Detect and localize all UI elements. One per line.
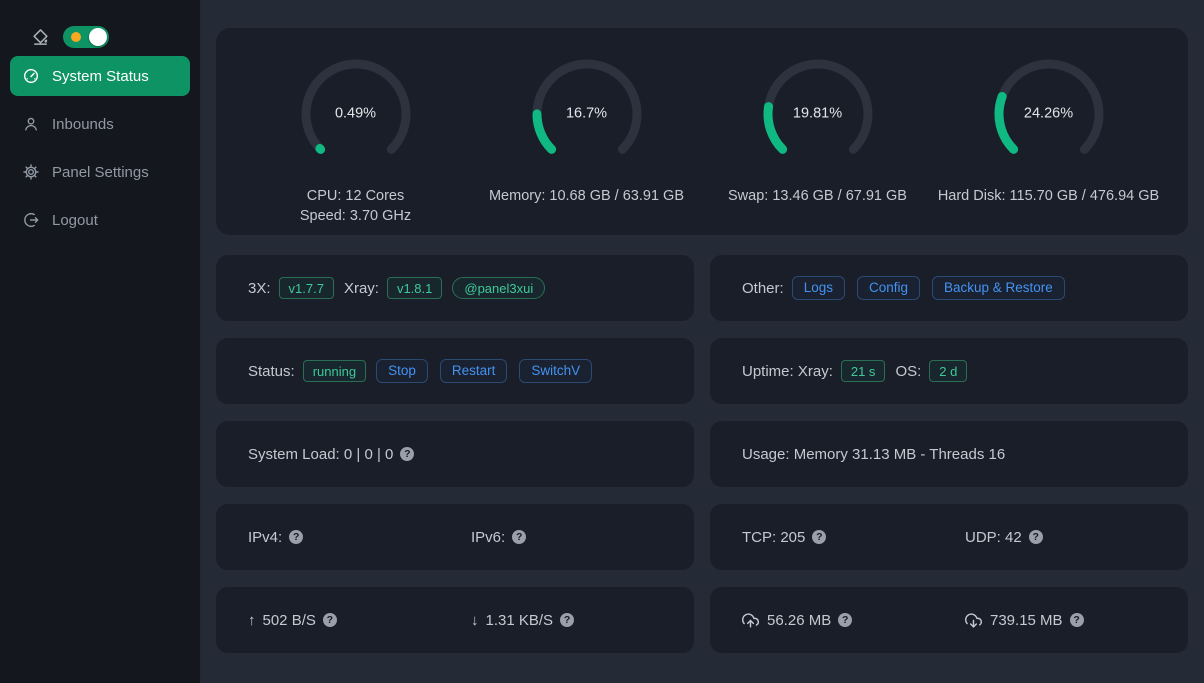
udp-block: UDP: 42 ? — [965, 529, 1188, 546]
theme-icon — [32, 28, 49, 45]
gear-icon — [23, 164, 39, 180]
disk-percent: 24.26% — [1023, 105, 1074, 122]
help-icon[interactable]: ? — [838, 613, 853, 627]
uptime-card: Uptime: Xray: 21 s OS: 2 d — [710, 338, 1188, 404]
upload-speed-block: ↑ 502 B/S ? — [248, 612, 471, 629]
received-traffic-block: 739.15 MB ? — [965, 612, 1188, 629]
sent-traffic: 56.26 MB — [767, 611, 832, 629]
main-content: 0.49% CPU: 12 Cores Speed: 3.70 GHz 16.7%… — [201, 0, 1204, 683]
xray-label: Xray: — [343, 279, 379, 297]
memory-gauge: 16.7% Memory: 10.68 GB / 63.91 GB — [471, 54, 702, 235]
status-label: Status: — [248, 362, 295, 380]
ip-card: IPv4: ? IPv6: ? — [216, 504, 694, 570]
resource-gauges-card: 0.49% CPU: 12 Cores Speed: 3.70 GHz 16.7%… — [216, 28, 1188, 235]
sidebar-item-logout[interactable]: Logout — [10, 200, 190, 240]
system-load-card: System Load: 0 | 0 | 0 ? — [216, 421, 694, 487]
sidebar-item-label: Logout — [52, 211, 98, 229]
logout-icon — [23, 212, 39, 228]
sidebar-item-label: Inbounds — [52, 115, 114, 133]
sidebar: System Status Inbounds — [0, 0, 201, 683]
memory-label: Memory: 10.68 GB / 63.91 GB — [488, 188, 685, 204]
os-uptime-tag: 2 d — [929, 360, 968, 382]
udp-count: UDP: 42 — [965, 528, 1022, 546]
cpu-gauge: 0.49% CPU: 12 Cores Speed: 3.70 GHz — [240, 54, 471, 235]
cloud-download-icon — [965, 612, 982, 629]
help-icon[interactable]: ? — [289, 530, 304, 544]
disk-label: Hard Disk: 115.70 GB / 476.94 GB — [937, 188, 1160, 204]
traffic-card: 56.26 MB ? 739.15 MB ? — [710, 587, 1188, 653]
sidebar-item-label: Panel Settings — [52, 163, 149, 181]
status-card: Status: running Stop Restart SwitchV — [216, 338, 694, 404]
swap-percent: 19.81% — [792, 105, 843, 122]
tcp-block: TCP: 205 ? — [742, 529, 965, 546]
download-speed: 1.31 KB/S — [485, 611, 554, 629]
uptime-xray-label: Uptime: Xray: — [742, 362, 833, 380]
logs-button[interactable]: Logs — [791, 276, 845, 300]
help-icon[interactable]: ? — [400, 447, 415, 461]
help-icon[interactable]: ? — [322, 613, 337, 627]
info-grid: 3X: v1.7.7 Xray: v1.8.1 @panel3xui Other… — [216, 255, 1188, 653]
xray-version-tag: v1.8.1 — [386, 277, 443, 299]
theme-row — [0, 0, 200, 56]
os-label: OS: — [895, 362, 922, 380]
usage-text: Usage: Memory 31.13 MB - Threads 16 — [742, 445, 1006, 463]
sent-traffic-block: 56.26 MB ? — [742, 612, 965, 629]
help-icon[interactable]: ? — [560, 613, 575, 627]
connections-card: TCP: 205 ? UDP: 42 ? — [710, 504, 1188, 570]
cpu-label: CPU: 12 Cores Speed: 3.70 GHz — [299, 188, 412, 224]
toggle-knob — [89, 27, 107, 46]
dashboard-icon — [23, 68, 39, 84]
upload-speed: 502 B/S — [262, 611, 316, 629]
memory-percent: 16.7% — [565, 105, 608, 122]
system-load-text: System Load: 0 | 0 | 0 — [248, 445, 394, 463]
ipv6-label: IPv6: — [471, 528, 506, 546]
version-card: 3X: v1.7.7 Xray: v1.8.1 @panel3xui — [216, 255, 694, 321]
tcp-count: TCP: 205 — [742, 528, 806, 546]
dark-mode-toggle[interactable] — [63, 25, 109, 48]
download-speed-block: ↓ 1.31 KB/S ? — [471, 612, 694, 629]
sidebar-item-inbounds[interactable]: Inbounds — [10, 104, 190, 144]
sidebar-item-label: System Status — [52, 67, 149, 85]
sidebar-item-panel-settings[interactable]: Panel Settings — [10, 152, 190, 192]
backup-restore-button[interactable]: Backup & Restore — [932, 276, 1065, 300]
cpu-percent: 0.49% — [334, 105, 377, 122]
3x-version-tag: v1.7.7 — [278, 277, 334, 299]
3x-label: 3X: — [248, 279, 271, 297]
ipv4-label: IPv4: — [248, 528, 283, 546]
sidebar-nav: System Status Inbounds — [0, 56, 200, 240]
help-icon[interactable]: ? — [812, 530, 827, 544]
help-icon[interactable]: ? — [512, 530, 527, 544]
arrow-down-icon: ↓ — [471, 611, 479, 629]
ipv6-block: IPv6: ? — [471, 529, 694, 546]
sidebar-item-system-status[interactable]: System Status — [10, 56, 190, 96]
running-status-tag: running — [302, 360, 367, 382]
speed-card: ↑ 502 B/S ? ↓ 1.31 KB/S ? — [216, 587, 694, 653]
help-icon[interactable]: ? — [1069, 613, 1084, 627]
user-icon — [23, 116, 39, 132]
other-card: Other: Logs Config Backup & Restore — [710, 255, 1188, 321]
restart-button[interactable]: Restart — [439, 359, 508, 383]
other-label: Other: — [742, 279, 784, 297]
stop-button[interactable]: Stop — [376, 359, 428, 383]
help-icon[interactable]: ? — [1028, 530, 1043, 544]
arrow-up-icon: ↑ — [248, 611, 256, 629]
telegram-tag[interactable]: @panel3xui — [452, 277, 546, 299]
ipv4-block: IPv4: ? — [248, 529, 471, 546]
xray-uptime-tag: 21 s — [840, 360, 886, 382]
usage-card: Usage: Memory 31.13 MB - Threads 16 — [710, 421, 1188, 487]
sun-icon — [71, 31, 81, 42]
swap-gauge: 19.81% Swap: 13.46 GB / 67.91 GB — [702, 54, 933, 235]
config-button[interactable]: Config — [856, 276, 920, 300]
received-traffic: 739.15 MB — [990, 611, 1063, 629]
swap-label: Swap: 13.46 GB / 67.91 GB — [728, 188, 907, 204]
disk-gauge: 24.26% Hard Disk: 115.70 GB / 476.94 GB — [933, 54, 1164, 235]
cloud-upload-icon — [742, 612, 759, 629]
switch-version-button[interactable]: SwitchV — [519, 359, 593, 383]
